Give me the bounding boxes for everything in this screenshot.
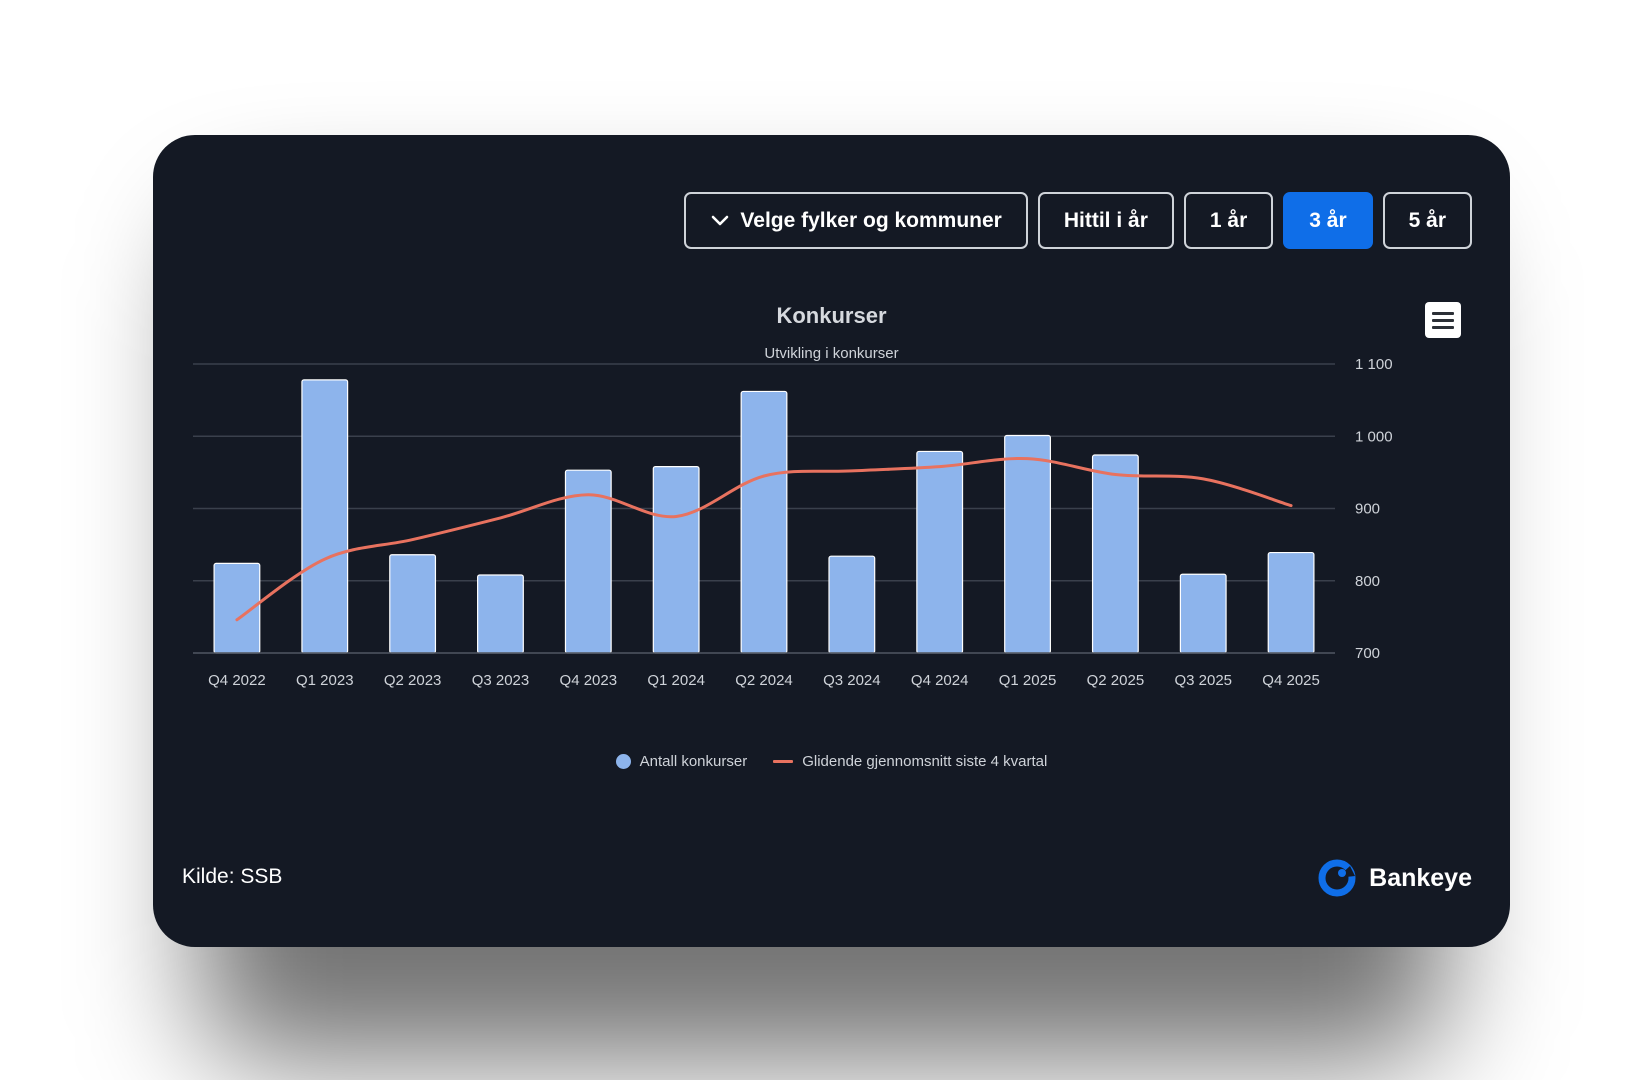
brand-name: Bankeye [1369, 863, 1472, 892]
legend-item-bars[interactable]: Antall konkurser [615, 753, 748, 770]
bar [916, 450, 964, 654]
brand: Bankeye [1317, 858, 1472, 898]
chart-legend: Antall konkurser Glidende gjennomsnitt s… [153, 753, 1510, 770]
range-3y-button[interactable]: 3 år [1283, 192, 1373, 249]
range-1y-label: 1 år [1209, 208, 1248, 232]
x-tick-label: Q4 2022 [208, 672, 266, 689]
moving-average-line [235, 456, 1293, 622]
y-tick-label: 700 [1355, 645, 1380, 662]
chart-card: Velge fylker og kommuner Hittil i år 1 å… [153, 135, 1510, 947]
hamburger-menu-icon [1432, 311, 1454, 315]
legend-item-line[interactable]: Glidende gjennomsnitt siste 4 kvartal [773, 753, 1047, 770]
range-ytd-label: Hittil i år [1063, 208, 1148, 232]
bar [1091, 454, 1139, 654]
legend-bar-marker [615, 754, 631, 769]
x-tick-label: Q1 2024 [647, 672, 705, 689]
range-1y-button[interactable]: 1 år [1183, 192, 1274, 249]
x-tick-label: Q2 2025 [1087, 672, 1145, 689]
range-5y-button[interactable]: 5 år [1382, 192, 1472, 249]
bar [740, 390, 788, 654]
bar [477, 574, 524, 654]
chart-menu-button[interactable] [1425, 302, 1461, 338]
x-tick-label: Q2 2024 [735, 672, 793, 689]
bar [1004, 434, 1051, 654]
y-tick-label: 800 [1355, 573, 1380, 590]
range-5y-label: 5 år [1408, 208, 1446, 232]
bar [301, 379, 349, 654]
x-tick-label: Q2 2023 [384, 672, 442, 689]
x-tick-label: Q4 2023 [560, 672, 618, 689]
bar [1267, 551, 1315, 654]
chart-subtitle: Utvikling i konkurser [764, 345, 899, 362]
bar-line-chart: 700 800 900 1 000 1 100 Q4 2022 Q1 2023 Q2 2023… [193, 356, 1393, 689]
legend-bars-label: Antall konkurser [639, 753, 748, 770]
x-tick-label: Q3 2023 [472, 672, 530, 689]
bar [1179, 573, 1227, 654]
region-select-label: Velge fylker og kommuner [740, 208, 1002, 232]
x-tick-label: Q4 2024 [911, 672, 969, 689]
y-tick-label: 1 100 [1355, 356, 1393, 373]
x-tick-label: Q1 2023 [296, 672, 354, 689]
bankeye-logo-icon [1318, 859, 1356, 897]
bar [389, 554, 437, 654]
region-select-button[interactable]: Velge fylker og kommuner [684, 192, 1028, 249]
x-tick-label: Q3 2025 [1174, 672, 1232, 689]
x-tick-label: Q4 2025 [1262, 672, 1320, 689]
bar [652, 465, 700, 654]
source-label: Kilde: SSB [182, 865, 283, 888]
bar [828, 555, 876, 654]
range-ytd-button[interactable]: Hittil i år [1037, 192, 1174, 249]
range-controls: Velge fylker og kommuner Hittil i år 1 å… [684, 192, 1472, 249]
y-tick-label: 900 [1355, 501, 1380, 518]
legend-line-marker [773, 760, 794, 763]
chart-title: Konkurser [776, 303, 887, 328]
hamburger-menu-icon-bar [1432, 325, 1454, 329]
x-tick-label: Q3 2024 [823, 672, 881, 689]
chevron-down-icon [712, 215, 729, 225]
range-3y-label: 3 år [1309, 208, 1347, 232]
y-tick-label: 1 000 [1355, 428, 1393, 445]
hamburger-menu-icon-bar [1432, 318, 1454, 322]
legend-line-label: Glidende gjennomsnitt siste 4 kvartal [802, 753, 1048, 770]
x-tick-label: Q1 2025 [999, 672, 1057, 689]
